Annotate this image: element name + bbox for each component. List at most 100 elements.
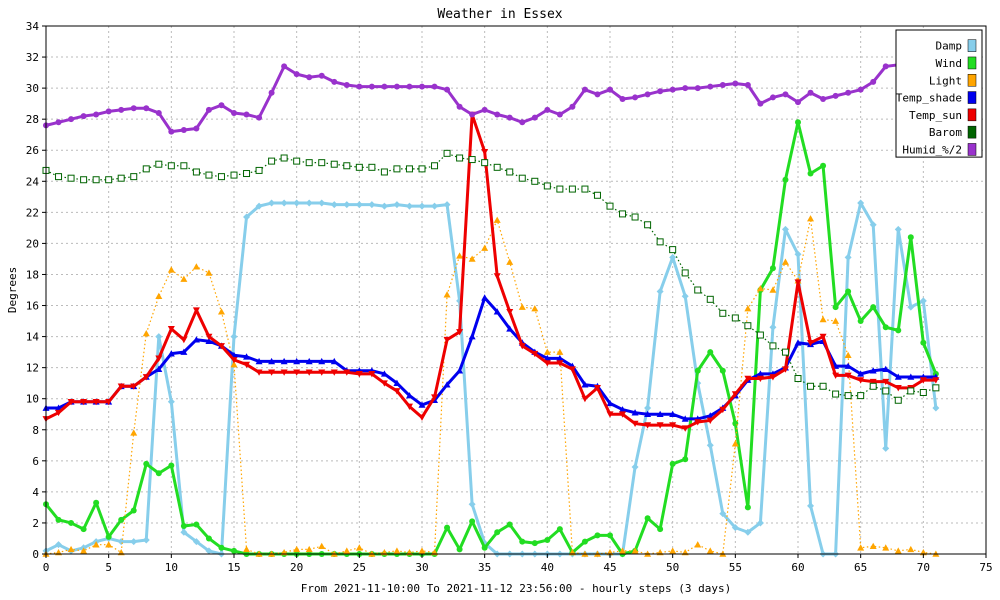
light-point — [619, 547, 627, 554]
damp-point — [368, 201, 376, 209]
humid-2-point — [682, 85, 689, 92]
damp-point — [405, 202, 413, 210]
temp-shade-point — [869, 367, 877, 374]
temp-shade-point — [155, 365, 163, 372]
humid-2-point — [419, 83, 425, 90]
damp-point — [807, 502, 815, 510]
wind-point — [895, 327, 902, 334]
light-point — [781, 258, 789, 265]
barom-point — [794, 375, 802, 383]
humid-2-point — [531, 114, 538, 121]
wind-point — [68, 519, 75, 526]
barom-point — [644, 221, 652, 229]
damp-point — [418, 202, 426, 210]
light-point — [907, 545, 915, 553]
light-point — [205, 269, 213, 276]
barom-point — [756, 331, 764, 339]
barom-point — [518, 174, 526, 182]
barom-point — [456, 154, 464, 162]
damp-point — [882, 444, 890, 452]
temp-sun-point — [756, 375, 764, 383]
series-damp — [42, 199, 940, 558]
x-tick-label: 50 — [666, 561, 679, 574]
barom-point — [468, 156, 476, 164]
y-tick-label: 24 — [26, 175, 40, 188]
y-tick-label: 20 — [26, 237, 39, 250]
humid-2-point — [293, 71, 300, 78]
barom-point — [506, 168, 514, 176]
light-point — [481, 244, 489, 251]
light-point — [418, 547, 426, 554]
wind-point — [607, 532, 613, 539]
damp-point — [243, 213, 251, 221]
light-point — [706, 547, 714, 554]
damp-point — [769, 323, 777, 331]
legend-label: Temp_shade — [896, 92, 962, 105]
light-point — [230, 361, 238, 368]
humid-2-point — [343, 82, 350, 89]
temp-sun-point — [619, 411, 627, 418]
temp-sun-point — [919, 377, 927, 384]
wind-point — [105, 533, 112, 540]
barom-point — [418, 165, 426, 173]
wind-point — [531, 540, 538, 547]
temp-sun-point — [719, 406, 727, 414]
barom-point — [894, 396, 902, 404]
humid-2-point — [744, 82, 751, 89]
damp-point — [130, 538, 138, 546]
wind-point — [218, 544, 225, 551]
y-tick-label: 0 — [32, 548, 39, 561]
temp-shade-point — [393, 379, 401, 386]
humid-2-point — [469, 111, 476, 118]
humid-2-point — [569, 103, 576, 110]
x-tick-label: 30 — [415, 561, 428, 574]
series-line-light — [45, 217, 936, 555]
temp-shade-point — [669, 410, 677, 418]
light-point — [631, 547, 639, 554]
temp-sun-point — [217, 343, 225, 350]
light-point — [869, 542, 877, 550]
damp-point — [55, 541, 63, 549]
temp-shade-point — [243, 353, 251, 360]
barom-point — [593, 191, 601, 199]
wind-point — [795, 119, 801, 126]
wind-point — [907, 234, 914, 241]
light-point — [155, 292, 163, 300]
x-tick-label: 55 — [729, 561, 742, 574]
temp-shade-point — [681, 415, 689, 422]
wind-point — [644, 515, 651, 522]
y-tick-label: 16 — [26, 300, 39, 313]
temp-shade-point — [631, 409, 639, 416]
x-tick-label: 15 — [227, 561, 240, 574]
wind-point — [80, 526, 87, 533]
humid-2-point — [393, 83, 400, 90]
wind-point — [870, 304, 877, 311]
temp-shade-point — [255, 357, 263, 365]
light-point — [130, 429, 138, 436]
wind-point — [682, 456, 689, 463]
barom-point — [744, 322, 752, 330]
temp-sun-point — [456, 329, 464, 336]
wind-point — [669, 460, 676, 467]
temp-sun-point — [932, 377, 940, 384]
temp-sun-point — [531, 350, 539, 358]
barom-point — [305, 159, 313, 167]
humid-2-point — [607, 86, 613, 93]
barom-point — [130, 173, 138, 181]
temp-sun-point — [405, 403, 413, 410]
y-tick-label: 4 — [32, 486, 39, 499]
damp-point — [744, 528, 752, 536]
temp-sun-point — [205, 333, 213, 341]
temp-shade-point — [556, 354, 564, 362]
temp-sun-point — [117, 383, 125, 390]
light-point — [167, 266, 175, 273]
barom-point — [719, 309, 727, 317]
temp-sun-point — [581, 395, 589, 403]
light-point — [456, 252, 464, 259]
temp-sun-point — [280, 369, 288, 376]
temp-shade-point — [756, 370, 764, 377]
barom-point — [180, 162, 188, 170]
humid-2-point — [55, 119, 62, 126]
x-tick-label: 35 — [478, 561, 491, 574]
